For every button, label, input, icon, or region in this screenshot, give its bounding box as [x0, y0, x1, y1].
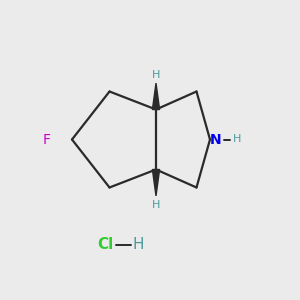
Text: Cl: Cl — [98, 237, 114, 252]
Text: H: H — [152, 70, 160, 80]
Text: H: H — [132, 237, 143, 252]
Text: N: N — [210, 133, 222, 146]
Text: F: F — [43, 133, 50, 146]
Polygon shape — [152, 83, 160, 110]
Text: H: H — [152, 200, 160, 209]
Text: H: H — [232, 134, 241, 145]
Polygon shape — [152, 169, 160, 196]
